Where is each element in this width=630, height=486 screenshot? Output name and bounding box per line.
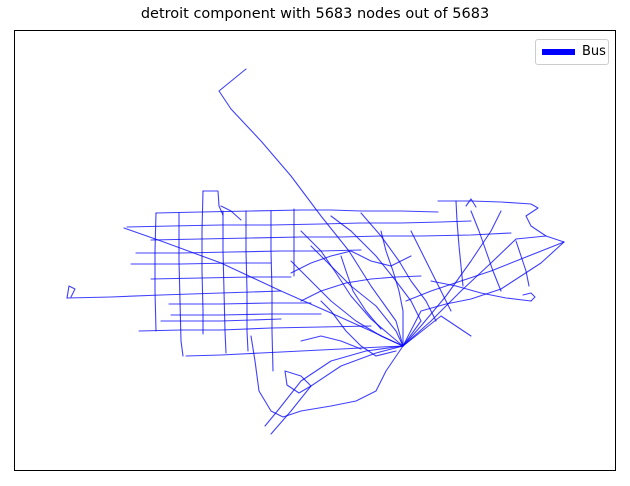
- route-line: [405, 241, 565, 302]
- route-line: [290, 260, 404, 347]
- route-line: [130, 262, 272, 265]
- legend-label: Bus: [582, 44, 606, 59]
- route-line: [430, 280, 532, 302]
- route-line: [402, 235, 547, 347]
- route-line: [310, 245, 404, 347]
- route-line: [402, 210, 502, 347]
- route-line: [245, 210, 249, 352]
- plot-area: Bus: [14, 30, 616, 471]
- route-line: [150, 276, 292, 280]
- route-line: [220, 205, 242, 221]
- route-line: [222, 210, 227, 354]
- route-line: [202, 190, 224, 216]
- route-line: [135, 249, 362, 254]
- route-line: [470, 210, 502, 292]
- route-line: [465, 198, 477, 208]
- route-line: [150, 232, 512, 241]
- legend-swatch: [542, 49, 575, 55]
- route-line: [185, 345, 404, 357]
- route-line: [138, 325, 372, 332]
- route-line: [380, 230, 404, 347]
- route-line: [320, 300, 397, 357]
- route-line: [126, 220, 472, 228]
- route-line: [66, 285, 76, 299]
- route-line: [170, 313, 322, 316]
- route-line: [300, 230, 404, 347]
- route-line: [300, 275, 422, 302]
- route-line: [66, 290, 282, 299]
- route-line: [437, 200, 565, 243]
- route-line: [218, 68, 404, 347]
- route-line: [402, 315, 472, 347]
- route-line: [522, 292, 536, 302]
- route-line: [201, 190, 204, 335]
- route-line: [360, 212, 437, 322]
- route-line: [300, 335, 362, 350]
- route-line: [160, 318, 282, 322]
- bus-network-map: [66, 68, 565, 435]
- chart-title: detroit component with 5683 nodes out of…: [140, 6, 490, 22]
- route-line: [178, 212, 184, 357]
- route-line: [270, 345, 404, 435]
- route-line: [455, 200, 464, 287]
- route-line: [168, 302, 312, 305]
- route-line: [284, 370, 312, 394]
- legend: Bus: [535, 39, 609, 65]
- route-line: [264, 345, 404, 427]
- route-line: [515, 240, 530, 287]
- route-line: [410, 230, 452, 312]
- route-line: [250, 335, 404, 418]
- route-line: [270, 210, 274, 372]
- route-line: [340, 255, 382, 330]
- route-line: [155, 209, 439, 214]
- route-line: [154, 212, 157, 332]
